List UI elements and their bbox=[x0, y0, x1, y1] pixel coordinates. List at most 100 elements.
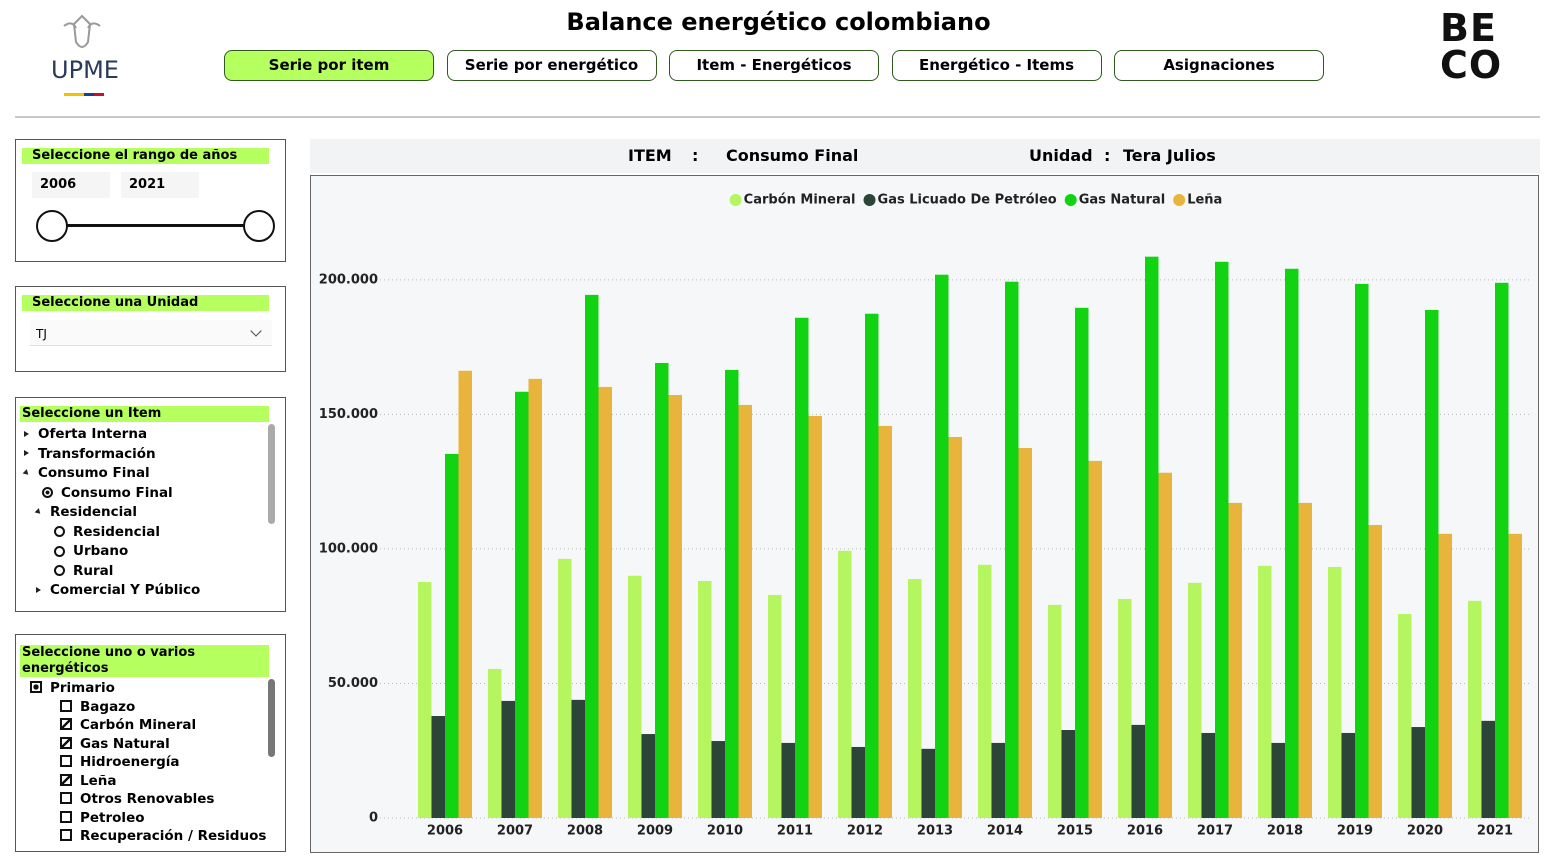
bar bbox=[655, 363, 669, 818]
slider-handle[interactable] bbox=[243, 210, 275, 242]
checkbox-item[interactable]: Otros Renovables bbox=[42, 791, 214, 807]
tree-item[interactable]: Residencial bbox=[36, 504, 137, 520]
tree-label: Transformación bbox=[38, 446, 156, 462]
bar bbox=[712, 741, 726, 818]
checkbox-item[interactable]: Recuperación / Residuos bbox=[42, 828, 266, 844]
y-tick-label: 200.000 bbox=[319, 272, 378, 287]
bar bbox=[628, 576, 642, 818]
bar bbox=[1482, 721, 1496, 818]
tree-icon bbox=[42, 487, 53, 498]
bar bbox=[698, 581, 712, 818]
x-tick-label: 2016 bbox=[1127, 824, 1163, 839]
checkbox-item[interactable]: Hidroenergía bbox=[42, 754, 180, 770]
tree-icon bbox=[35, 508, 43, 516]
tree-item[interactable]: Transformación bbox=[24, 446, 156, 462]
panel-title: Seleccione una Unidad bbox=[22, 295, 269, 311]
bar bbox=[1398, 614, 1412, 818]
tree-item[interactable]: Residencial bbox=[48, 524, 160, 540]
item-label: ITEM bbox=[628, 146, 672, 165]
bar bbox=[488, 669, 502, 818]
tree-item[interactable]: Urbano bbox=[48, 543, 128, 559]
bar bbox=[1258, 566, 1272, 818]
bar bbox=[908, 579, 922, 818]
item-value: Consumo Final bbox=[726, 146, 858, 165]
x-tick-label: 2014 bbox=[987, 824, 1023, 839]
bar bbox=[599, 387, 613, 818]
checkbox-item[interactable]: Primario bbox=[24, 680, 115, 696]
panel-title: Seleccione uno o varios energéticos bbox=[20, 645, 269, 677]
legend-marker bbox=[864, 194, 876, 206]
scrollbar[interactable] bbox=[268, 679, 275, 757]
year-panel: Seleccione el rango de años 2006 2021 bbox=[15, 139, 286, 262]
legend-marker bbox=[1065, 194, 1077, 206]
bar bbox=[1509, 534, 1523, 818]
tab[interactable]: Serie por energético bbox=[447, 50, 657, 81]
bar bbox=[1202, 733, 1216, 818]
tree-item[interactable]: Rural bbox=[48, 563, 113, 579]
chart-header: ITEM : Consumo Final Unidad : Tera Julio… bbox=[310, 139, 1540, 173]
bar bbox=[1075, 308, 1089, 818]
bar bbox=[558, 559, 572, 818]
tree-item[interactable]: Comercial Y Público bbox=[36, 582, 200, 598]
tree-icon bbox=[24, 450, 29, 456]
tree-label: Residencial bbox=[73, 524, 160, 540]
bar bbox=[1048, 605, 1062, 818]
checkbox-item[interactable]: Leña bbox=[42, 773, 116, 789]
tab[interactable]: Asignaciones bbox=[1114, 50, 1324, 81]
checkbox-item[interactable]: Bagazo bbox=[42, 699, 135, 715]
bar bbox=[1215, 262, 1229, 818]
tree-item[interactable]: Consumo Final bbox=[36, 485, 173, 501]
bar bbox=[459, 371, 473, 818]
tab[interactable]: Item - Energéticos bbox=[669, 50, 879, 81]
tree-icon bbox=[54, 526, 65, 537]
bar bbox=[585, 295, 599, 818]
checkbox-item[interactable]: Petroleo bbox=[42, 810, 145, 826]
year-to[interactable]: 2021 bbox=[121, 172, 199, 198]
tree-label: Consumo Final bbox=[38, 465, 150, 481]
bar bbox=[852, 747, 866, 818]
slider-track bbox=[52, 224, 260, 227]
checkbox bbox=[60, 737, 72, 749]
x-tick-label: 2009 bbox=[637, 824, 673, 839]
x-tick-label: 2012 bbox=[847, 824, 883, 839]
x-tick-label: 2011 bbox=[777, 824, 813, 839]
checkbox-item[interactable]: Gas Natural bbox=[42, 736, 170, 752]
bar bbox=[1005, 282, 1019, 818]
bar bbox=[922, 749, 936, 818]
bar bbox=[1229, 503, 1243, 818]
bar bbox=[418, 582, 432, 818]
checkbox-label: Petroleo bbox=[80, 810, 145, 826]
tree-label: Urbano bbox=[73, 543, 128, 559]
tree-label: Residencial bbox=[50, 504, 137, 520]
checkbox-item[interactable]: Carbón Mineral bbox=[42, 717, 196, 733]
checkbox-label: Otros Renovables bbox=[80, 791, 214, 807]
slider-handle[interactable] bbox=[36, 210, 68, 242]
bar bbox=[1299, 503, 1313, 818]
logo-left: UPME bbox=[40, 56, 130, 84]
bar bbox=[1468, 601, 1482, 818]
divider bbox=[15, 116, 1540, 118]
x-tick-label: 2007 bbox=[497, 824, 533, 839]
x-tick-label: 2015 bbox=[1057, 824, 1093, 839]
tree-label: Rural bbox=[73, 563, 113, 579]
y-tick-label: 150.000 bbox=[319, 407, 378, 422]
bar bbox=[935, 275, 949, 818]
bar bbox=[739, 405, 753, 818]
tree-icon bbox=[36, 587, 41, 593]
bar bbox=[515, 392, 529, 818]
checkbox bbox=[60, 755, 72, 767]
tab[interactable]: Energético - Items bbox=[892, 50, 1102, 81]
bar bbox=[725, 370, 739, 818]
x-tick-label: 2021 bbox=[1477, 824, 1513, 839]
bar bbox=[838, 551, 852, 818]
logo-right: BECO bbox=[1440, 10, 1504, 84]
x-tick-label: 2017 bbox=[1197, 824, 1233, 839]
tree-item[interactable]: Consumo Final bbox=[24, 465, 150, 481]
tree-item[interactable]: Oferta Interna bbox=[24, 426, 147, 442]
tab[interactable]: Serie por item bbox=[224, 50, 434, 81]
bar bbox=[795, 318, 809, 818]
unit-dropdown[interactable]: TJ bbox=[30, 320, 272, 346]
scrollbar[interactable] bbox=[268, 424, 275, 524]
year-from[interactable]: 2006 bbox=[32, 172, 110, 198]
